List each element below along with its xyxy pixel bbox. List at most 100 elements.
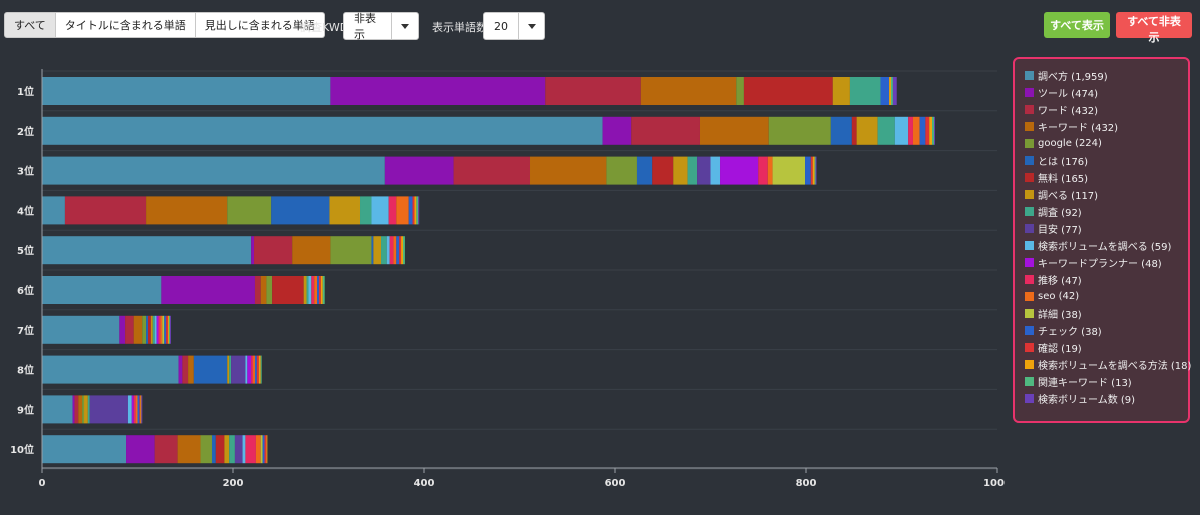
legend-item[interactable]: ワード (432) [1025,101,1188,118]
legend-item[interactable]: 調査 (92) [1025,203,1188,220]
bar-segment [82,395,85,424]
legend-label: 検索ボリュームを調べる方法 (18) [1038,361,1192,372]
legend-item[interactable]: チェック (38) [1025,322,1188,339]
legend-item[interactable]: 詳細 (38) [1025,305,1188,322]
bar-segment [211,435,216,464]
legend-item[interactable]: 検索ボリュームを調べる (59) [1025,237,1188,254]
legend-swatch [1025,360,1034,369]
bar-segment [360,196,372,225]
bar-segment [188,355,194,384]
bar-segment [399,236,402,265]
bar-segment [768,116,831,145]
bar-segment [42,236,252,265]
bar-segment [229,435,235,464]
legend-item[interactable]: 検索ボリュームを調べる方法 (18) [1025,356,1192,373]
chevron-down-icon[interactable] [391,13,418,39]
bar-segment [178,355,183,384]
bar-segment [772,156,806,185]
legend-label: 調べる (117) [1038,191,1099,202]
legend-item[interactable]: seo (42) [1025,288,1188,305]
legend-item[interactable]: 関連キーワード (13) [1025,373,1188,390]
bar-segment [137,395,140,424]
category-label: 2位 [17,125,34,138]
legend-swatch [1025,258,1034,267]
bar-segment [758,156,768,185]
bar-segment [388,196,397,225]
x-tick-label: 600 [605,478,626,489]
legend-item[interactable]: google (224) [1025,135,1188,152]
bar-segment [271,196,330,225]
legend-item[interactable]: 調べる (117) [1025,186,1188,203]
x-tick-label: 800 [796,478,817,489]
bar-segment [381,236,387,265]
category-label: 8位 [17,364,34,377]
category-label: 5位 [17,244,34,257]
bar-segment [154,435,178,464]
bar-segment [266,435,268,464]
tab-title-words[interactable]: タイトルに含まれる単語 [55,12,196,38]
legend-item[interactable]: 確認 (19) [1025,339,1188,356]
word-count-select[interactable]: 20 [483,12,545,40]
bar-segment [912,116,920,145]
bar-segment [602,116,632,145]
bar-segment [303,276,307,304]
bar-segment [161,276,255,304]
bar-segment [84,395,88,424]
hide-all-button[interactable]: すべて非表示 [1116,12,1192,44]
tab-heading-words[interactable]: 見出しに含まれる単語 [195,12,325,38]
kwd-label: 調査KWD [300,21,349,34]
bar-segment [146,315,149,344]
bar-segment [606,156,637,185]
bar-segment [146,196,228,225]
legend-item[interactable]: 目安 (77) [1025,220,1188,237]
legend-item[interactable]: とは (176) [1025,152,1188,169]
legend-label: チェック (38) [1038,327,1102,338]
legend-item[interactable]: 調べ方 (1,959) [1025,67,1188,84]
bar-segment [169,315,170,344]
category-label: 9位 [17,403,34,416]
bar-segment [254,236,293,265]
bar-segment [736,77,744,105]
bar-segment [386,236,390,265]
bar-segment [416,196,419,225]
bar-segment [227,355,230,384]
bar-segment [640,77,737,105]
legend-label: ツール (474) [1038,89,1099,100]
category-label: 1位 [17,85,34,98]
tab-all[interactable]: すべて [4,12,56,38]
legend-item[interactable]: 推移 (47) [1025,271,1188,288]
legend-swatch [1025,377,1034,386]
bar-segment [266,276,273,304]
bar-segment [247,355,252,384]
show-all-button[interactable]: すべて表示 [1044,12,1110,38]
bar-segment [812,156,815,185]
legend-swatch [1025,326,1034,335]
bar-segment [72,395,75,424]
legend-item[interactable]: 無料 (165) [1025,169,1188,186]
legend-swatch [1025,122,1034,131]
bar-segment [148,315,151,344]
legend-item[interactable]: ツール (474) [1025,84,1188,101]
bar-segment [412,196,415,225]
legend-item[interactable]: 検索ボリューム数 (9) [1025,390,1188,407]
bar-segment [849,77,881,105]
legend-swatch [1025,139,1034,148]
bar-segment [125,315,134,344]
kwd-select[interactable]: 非表示 [343,12,419,41]
bar-segment [234,435,243,464]
bar-segment [767,156,773,185]
bar-segment [227,196,272,225]
legend-label: 詳細 (38) [1038,310,1082,321]
toolbar: すべて タイトルに含まれる単語 見出しに含まれる単語 調査KWD 非表示 表示単… [0,0,1200,44]
bar-segment [932,116,934,145]
bar-segment [631,116,700,145]
legend-item[interactable]: キーワードプランナー (48) [1025,254,1188,271]
chevron-down-icon[interactable] [518,13,544,39]
legend-item[interactable]: キーワード (432) [1025,118,1188,135]
bar-segment [710,156,721,185]
bar-segment [306,276,309,304]
legend-label: とは (176) [1038,157,1089,168]
legend-label: ワード (432) [1038,106,1099,117]
bar-segment [393,236,397,265]
bar-segment [253,355,255,384]
